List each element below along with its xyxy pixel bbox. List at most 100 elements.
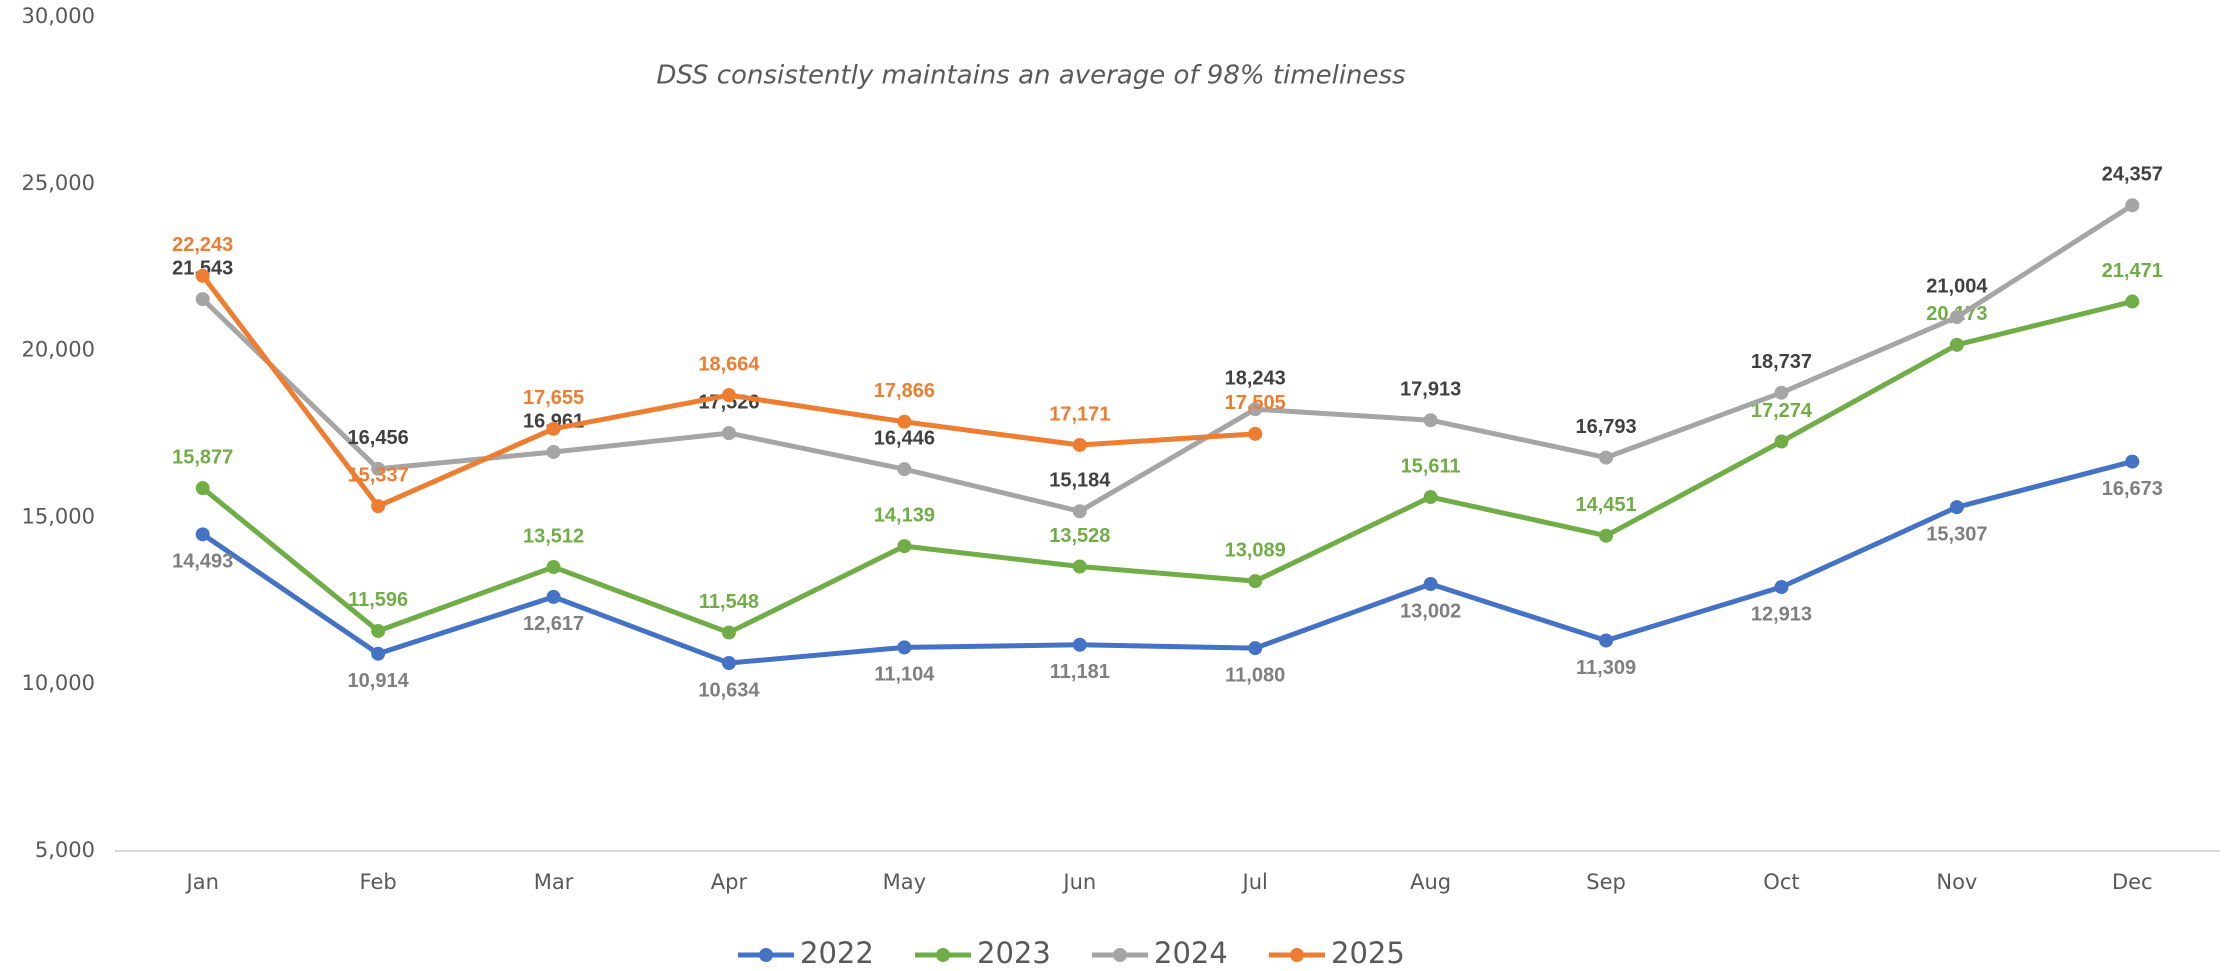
legend-label: 2022 <box>800 936 874 970</box>
data-point <box>721 656 736 671</box>
data-label: 12,913 <box>1751 603 1812 625</box>
data-point <box>2125 198 2140 213</box>
data-point <box>195 481 210 496</box>
data-point <box>546 444 561 459</box>
data-point <box>371 646 386 661</box>
data-label: 14,139 <box>874 504 935 526</box>
data-point <box>897 640 912 655</box>
data-point <box>1949 337 1964 352</box>
data-label: 22,243 <box>172 234 233 256</box>
data-point <box>371 499 386 514</box>
x-tick-label: Jun <box>1061 870 1096 894</box>
y-tick-label: 5,000 <box>35 838 95 862</box>
data-label: 21,004 <box>1926 275 1988 297</box>
data-point <box>546 560 561 575</box>
x-tick-label: Mar <box>534 870 574 894</box>
data-point <box>721 388 736 403</box>
data-label: 18,664 <box>698 353 760 375</box>
data-label: 18,737 <box>1751 351 1812 373</box>
x-tick-label: Apr <box>711 870 748 894</box>
series-line <box>201 459 2133 666</box>
data-label: 16,446 <box>874 427 935 449</box>
data-label: 15,611 <box>1401 455 1461 477</box>
data-point <box>1248 641 1263 656</box>
legend-label: 2024 <box>1154 936 1228 970</box>
data-label: 16,456 <box>348 427 409 449</box>
data-point <box>897 539 912 554</box>
data-point <box>1072 559 1087 574</box>
legend-marker <box>1113 948 1127 962</box>
data-point <box>897 462 912 477</box>
data-label: 13,002 <box>1400 600 1461 622</box>
data-point <box>546 589 561 604</box>
data-point <box>195 268 210 283</box>
data-label: 11,080 <box>1225 664 1285 686</box>
x-tick-label: Dec <box>2112 870 2153 894</box>
data-label: 17,274 <box>1751 400 1813 422</box>
data-point <box>1248 426 1263 441</box>
data-point <box>1949 310 1964 325</box>
data-label: 11,181 <box>1050 661 1110 683</box>
data-point <box>1072 437 1087 452</box>
data-point <box>1423 413 1438 428</box>
x-tick-label: Feb <box>360 870 397 894</box>
data-label: 16,673 <box>2102 478 2163 500</box>
data-point <box>1248 574 1263 589</box>
data-point <box>1423 577 1438 592</box>
data-point <box>546 421 561 436</box>
x-tick-label: Jul <box>1241 870 1268 894</box>
data-point <box>371 623 386 638</box>
data-point <box>1949 500 1964 515</box>
y-tick-label: 15,000 <box>22 504 95 528</box>
data-label: 17,655 <box>523 387 584 409</box>
data-label: 21,471 <box>2102 260 2163 282</box>
data-label: 13,512 <box>523 525 584 547</box>
data-point <box>2125 294 2140 309</box>
data-point <box>897 414 912 429</box>
data-point <box>1248 402 1263 417</box>
data-label: 18,243 <box>1225 367 1286 389</box>
data-label: 24,357 <box>2102 164 2163 186</box>
data-label: 15,307 <box>1926 523 1987 545</box>
x-tick-label: Oct <box>1763 870 1799 894</box>
data-label: 17,913 <box>1400 379 1461 401</box>
x-tick-label: Sep <box>1586 870 1626 894</box>
data-point <box>1774 580 1789 595</box>
legend-marker <box>936 948 950 962</box>
data-label: 17,171 <box>1049 403 1110 425</box>
data-point <box>1072 504 1087 519</box>
data-point <box>1774 434 1789 449</box>
data-point <box>721 426 736 441</box>
data-label: 17,866 <box>874 380 935 402</box>
data-label: 13,089 <box>1225 539 1286 561</box>
y-tick-label: 10,000 <box>22 671 95 695</box>
y-tick-label: 25,000 <box>22 171 95 195</box>
data-label: 14,493 <box>172 551 233 573</box>
legend-label: 2023 <box>977 936 1051 970</box>
data-label: 10,634 <box>698 679 760 701</box>
data-point <box>1599 450 1614 465</box>
data-point <box>1599 528 1614 543</box>
data-label: 11,548 <box>699 591 759 613</box>
legend-label: 2025 <box>1331 936 1405 970</box>
data-label: 10,914 <box>348 670 410 692</box>
data-label: 11,596 <box>348 589 408 611</box>
data-point <box>195 527 210 542</box>
legend-marker <box>1290 948 1304 962</box>
data-label: 11,309 <box>1576 657 1636 679</box>
data-point <box>1774 385 1789 400</box>
x-tick-label: May <box>883 870 926 894</box>
data-label: 13,528 <box>1049 525 1110 547</box>
data-point <box>1072 637 1087 652</box>
series-line <box>200 203 2134 514</box>
chart-title: DSS consistently maintains an average of… <box>656 61 1405 91</box>
y-tick-label: 20,000 <box>22 338 95 362</box>
data-label: 12,617 <box>523 613 584 635</box>
x-tick-label: Nov <box>1936 870 1977 894</box>
data-label: 16,793 <box>1575 416 1636 438</box>
legend-marker <box>759 948 773 962</box>
data-point <box>195 292 210 307</box>
data-point <box>1599 633 1614 648</box>
data-point <box>2125 454 2140 469</box>
